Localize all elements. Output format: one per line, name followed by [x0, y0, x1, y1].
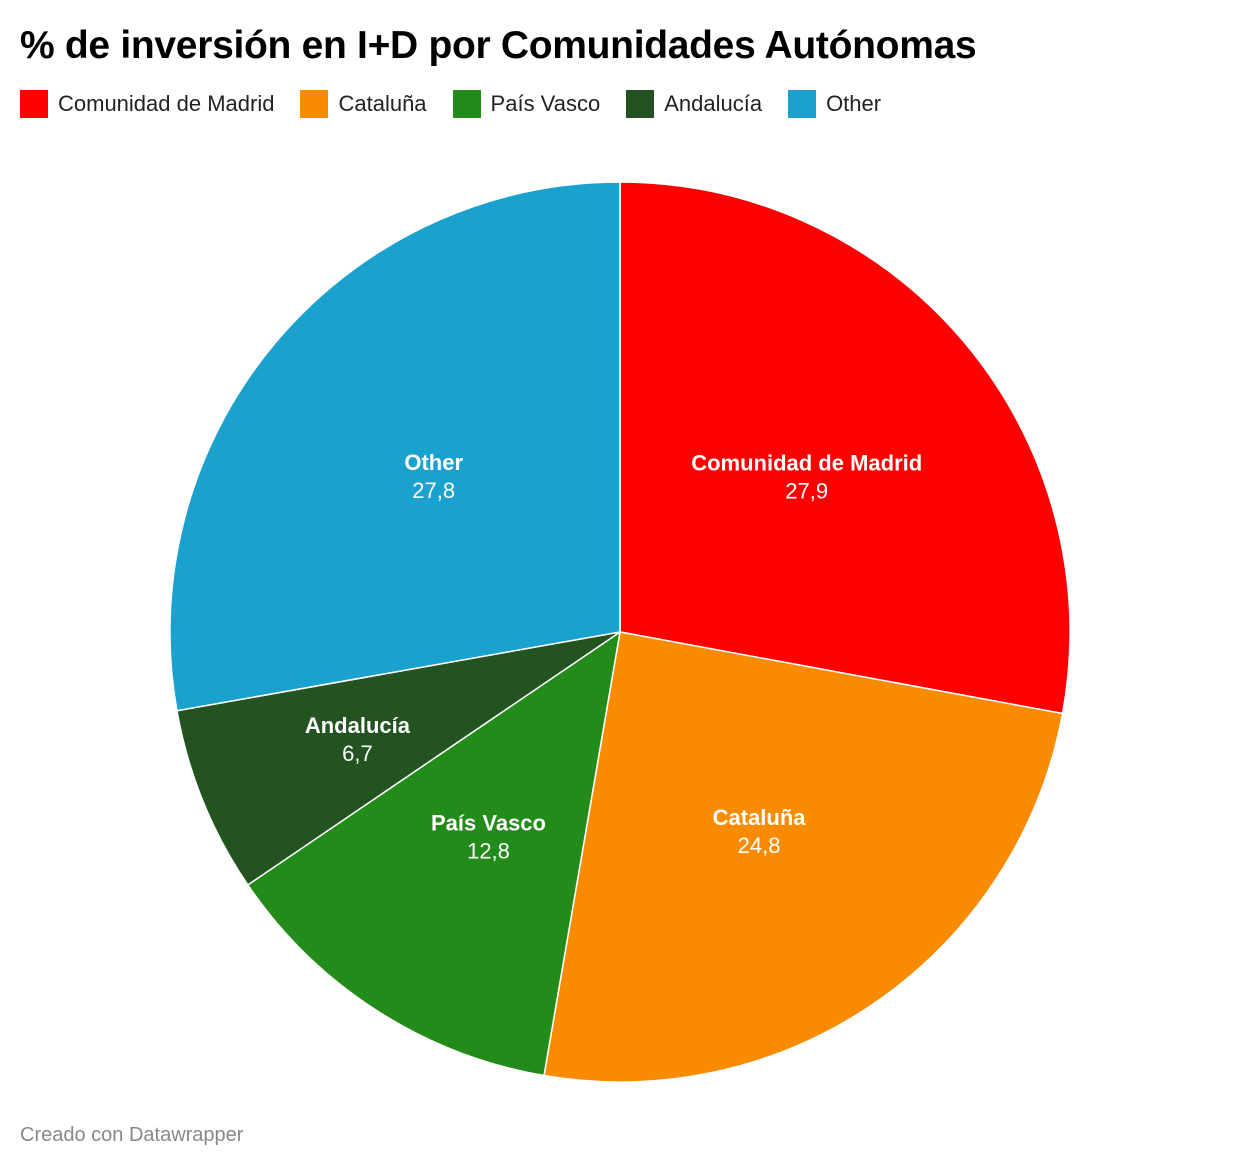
- legend-label: Other: [826, 91, 882, 116]
- slice-value: 12,8: [467, 838, 510, 863]
- slice-label: Other: [404, 450, 463, 475]
- slice-value: 24,8: [738, 833, 781, 858]
- pie-slice: [247, 631, 621, 1077]
- slice-label: Andalucía: [305, 713, 411, 738]
- slice-value: 27,9: [785, 479, 828, 504]
- legend-swatch: [452, 90, 481, 118]
- legend-item: Andalucía: [626, 89, 762, 119]
- legend-item: Other: [788, 89, 881, 119]
- legend-swatch: [300, 90, 329, 118]
- legend-label: Andalucía: [664, 91, 763, 116]
- legend-item: País Vasco: [452, 89, 601, 119]
- footer-credit: Creado con Datawrapper: [20, 1124, 244, 1146]
- legend-item: Cataluña: [300, 89, 427, 119]
- slice-label: Comunidad de Madrid: [691, 451, 922, 476]
- legend-label: Comunidad de Madrid: [58, 91, 275, 116]
- legend-item: Comunidad de Madrid: [20, 89, 274, 119]
- legend-label: País Vasco: [490, 91, 601, 116]
- slice-label: País Vasco: [431, 810, 546, 835]
- pie-labels: Comunidad de Madrid 27,9 Cataluña 24,8 País …: [305, 450, 922, 863]
- slice-value: 27,8: [412, 478, 455, 503]
- pie-slice: [619, 181, 1071, 715]
- chart-legend: Comunidad de Madrid Cataluña País Vasco And…: [20, 89, 907, 119]
- legend-swatch: [626, 90, 655, 118]
- pie-slice: [176, 631, 621, 886]
- pie-slices: [169, 181, 1071, 1083]
- pie-slice: [169, 181, 621, 712]
- slice-value: 6,7: [342, 741, 373, 766]
- legend-swatch: [788, 90, 817, 118]
- pie-slice: [543, 631, 1064, 1083]
- legend-label: Cataluña: [338, 91, 427, 116]
- legend-swatch: [20, 90, 48, 118]
- chart-title: % de inversión en I+D por Comunidades Au…: [20, 24, 977, 67]
- slice-label: Cataluña: [713, 805, 807, 830]
